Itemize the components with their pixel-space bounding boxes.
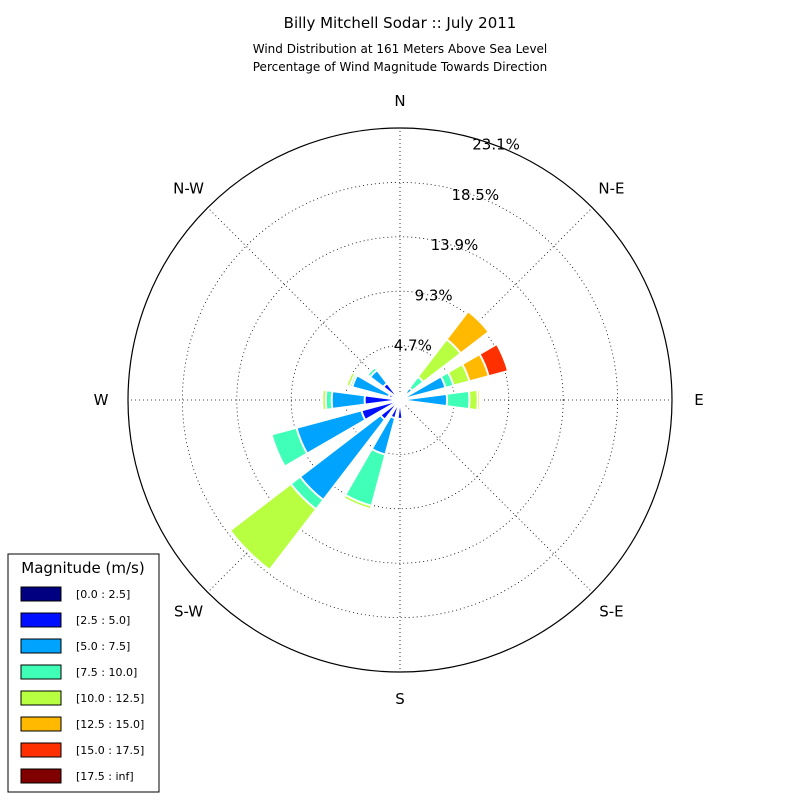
legend-swatch: [20, 638, 62, 654]
legend-label: [7.5 : 10.0]: [76, 666, 137, 679]
radial-tick-label: 4.7%: [394, 337, 432, 355]
spoke-s-e: [399, 399, 593, 593]
sector-10-bin-1: [378, 399, 401, 422]
legend-title: Magnitude (m/s): [21, 559, 144, 577]
legend-label: [17.5 : inf]: [76, 770, 134, 783]
sector-13-bin-2: [351, 373, 401, 401]
direction-label: N-E: [598, 180, 624, 198]
chart-subtitle-line-2: Percentage of Wind Magnitude Towards Dir…: [253, 60, 547, 74]
sector-3-bin-2: [399, 375, 447, 401]
legend: Magnitude (m/s) [0.0 : 2.5] [2.5 : 5.0] [5…: [7, 553, 160, 793]
legend-label: [10.0 : 12.5]: [76, 692, 144, 705]
legend-label: [15.0 : 17.5]: [76, 744, 144, 757]
radial-tick-label: 13.9%: [431, 236, 479, 254]
direction-label: N-W: [173, 180, 204, 198]
legend-swatch: [20, 768, 62, 784]
sector-11-bin-1: [360, 399, 401, 422]
radial-tick-label: 18.5%: [451, 186, 499, 204]
chart-subtitle-line-1: Wind Distribution at 161 Meters Above Se…: [253, 42, 548, 56]
direction-label: S-E: [599, 602, 623, 620]
radial-tick-labels: 4.7% 9.3% 13.9% 18.5% 23.1%: [394, 136, 520, 355]
sector-15-bin-0: [397, 396, 401, 401]
sector-10-bin-2: [298, 399, 401, 502]
legend-label: [2.5 : 5.0]: [76, 614, 130, 627]
legend-swatch: [20, 716, 62, 732]
legend-swatch: [20, 664, 62, 680]
direction-label: E: [694, 391, 703, 409]
spoke-n-w: [207, 207, 401, 401]
legend-label: [0.0 : 2.5]: [76, 588, 130, 601]
direction-label: W: [94, 391, 109, 409]
grid-ring-4: [181, 181, 619, 619]
legend-label: [12.5 : 15.0]: [76, 718, 144, 731]
grid-ring-3: [236, 236, 564, 564]
direction-label: S-W: [174, 602, 203, 620]
radial-tick-label: 9.3%: [415, 286, 453, 304]
sector-8-bin-1: [396, 399, 404, 420]
legend-label: [5.0 : 7.5]: [76, 640, 130, 653]
chart-title: Billy Mitchell Sodar :: July 2011: [284, 14, 517, 32]
legend-items: [0.0 : 2.5] [2.5 : 5.0] [5.0 : 7.5] [7.5 : …: [20, 586, 144, 784]
sector-14-bin-1: [381, 381, 401, 401]
direction-label: S: [395, 690, 405, 708]
legend-swatch: [20, 586, 62, 602]
direction-label: N: [394, 92, 405, 110]
spoke-n-e: [399, 207, 593, 401]
legend-swatch: [20, 612, 62, 628]
sector-4-bin-2: [399, 392, 449, 408]
outer-ring: [127, 127, 673, 673]
legend-swatch: [20, 742, 62, 758]
radial-tick-label: 23.1%: [472, 136, 520, 154]
direction-labels: N N-E E S-E S S-W W N-W: [94, 92, 704, 708]
legend-swatch: [20, 690, 62, 706]
wind-sectors: [228, 309, 510, 572]
sector-12-bin-1: [363, 394, 401, 406]
